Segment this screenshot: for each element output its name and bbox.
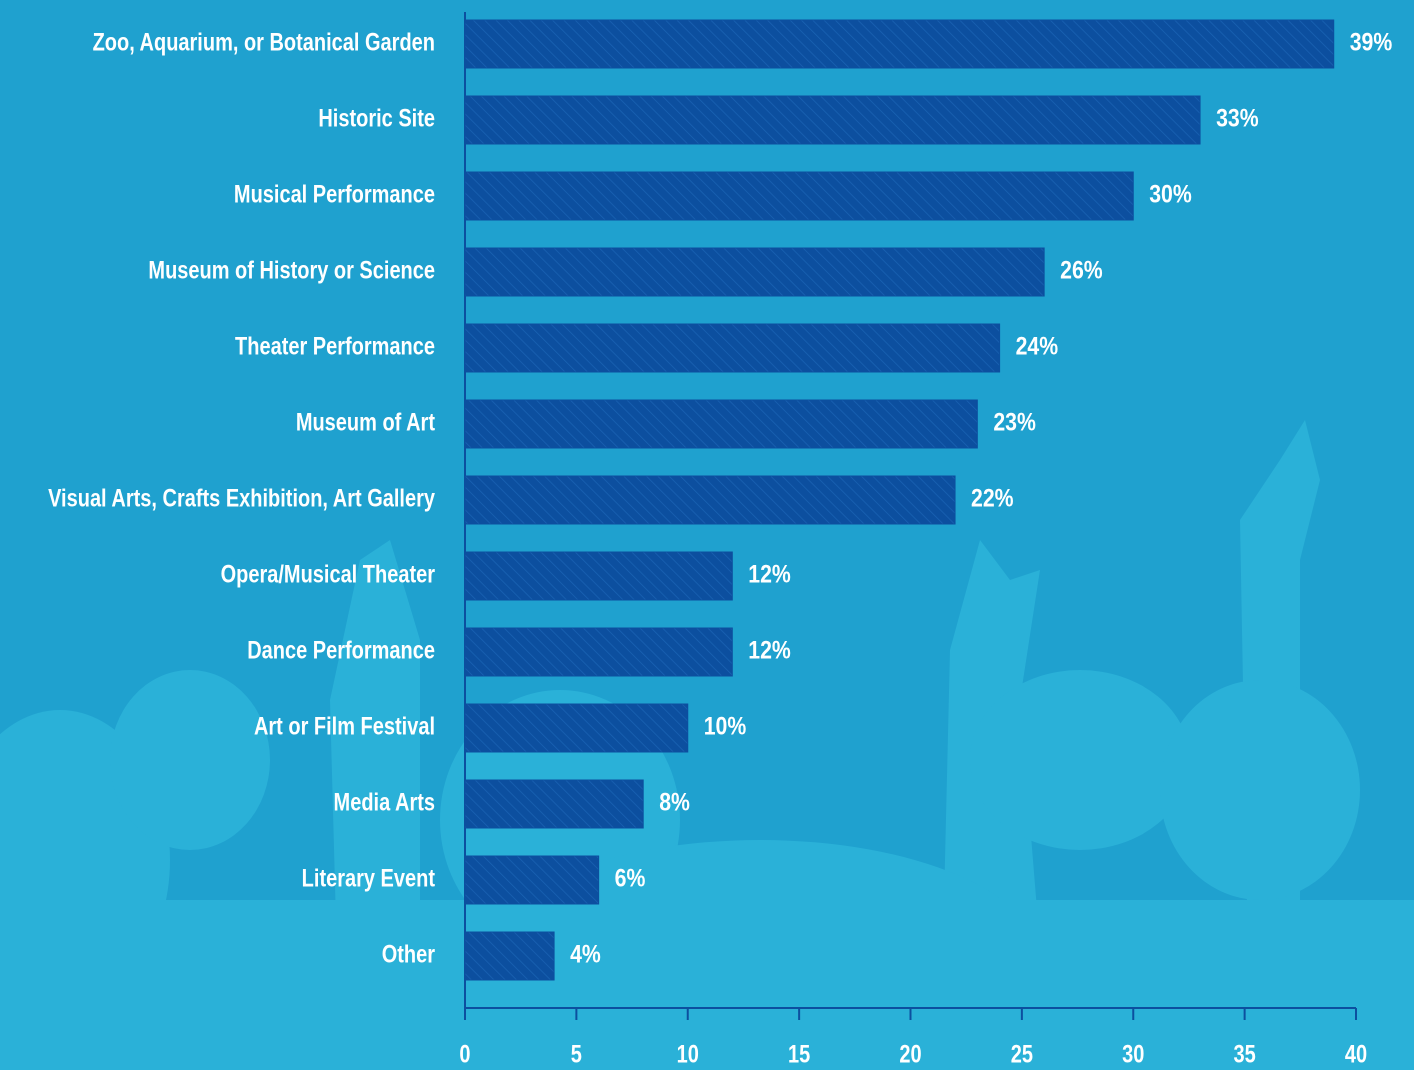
category-group: Museum of History or Science (148, 257, 435, 285)
value-label: 12% (748, 636, 791, 664)
category-label: Zoo, Aquarium, or Botanical Garden (93, 29, 435, 57)
value-label: 26% (1060, 256, 1103, 284)
x-tick-label: 0 (459, 1041, 470, 1069)
value-label: 23% (993, 408, 1036, 436)
value-label: 33% (1216, 104, 1259, 132)
category-group: Theater Performance (235, 333, 435, 361)
x-tick-group: 5 (571, 1041, 582, 1069)
bar (465, 704, 688, 752)
x-tick-group: 35 (1234, 1041, 1256, 1069)
x-tick-label: 20 (899, 1041, 921, 1069)
category-label: Media Arts (334, 789, 435, 817)
value-label: 8% (659, 788, 690, 816)
x-tick-label: 35 (1234, 1041, 1256, 1069)
category-group: Literary Event (302, 865, 436, 893)
value-label-group: 6% (615, 864, 646, 892)
value-label-group: 22% (971, 484, 1014, 512)
bar (465, 476, 955, 524)
category-group: Media Arts (334, 789, 435, 817)
category-label: Museum of History or Science (148, 257, 435, 285)
x-tick-group: 0 (459, 1041, 470, 1069)
category-group: Museum of Art (296, 409, 436, 437)
value-label: 30% (1149, 180, 1192, 208)
value-label: 4% (570, 940, 601, 968)
bar (465, 628, 732, 676)
x-tick-label: 15 (788, 1041, 810, 1069)
value-label-group: 24% (1016, 332, 1059, 360)
value-label-group: 8% (659, 788, 690, 816)
x-tick-group: 10 (677, 1041, 699, 1069)
x-tick-label: 30 (1122, 1041, 1144, 1069)
value-label-group: 4% (570, 940, 601, 968)
category-label: Other (382, 941, 435, 969)
category-group: Musical Performance (234, 181, 435, 209)
category-label: Literary Event (302, 865, 436, 893)
bar (465, 780, 643, 828)
bar (465, 932, 554, 980)
category-label: Visual Arts, Crafts Exhibition, Art Gall… (48, 485, 435, 513)
x-tick-group: 30 (1122, 1041, 1144, 1069)
category-group: Opera/Musical Theater (221, 561, 436, 589)
category-label: Musical Performance (234, 181, 435, 209)
value-label-group: 26% (1060, 256, 1103, 284)
bar (465, 552, 732, 600)
x-tick-group: 25 (1011, 1041, 1033, 1069)
value-label: 6% (615, 864, 646, 892)
bar (465, 400, 977, 448)
x-tick-group: 15 (788, 1041, 810, 1069)
x-tick-group: 40 (1345, 1041, 1367, 1069)
value-label: 12% (748, 560, 791, 588)
category-label: Museum of Art (296, 409, 436, 437)
value-label-group: 30% (1149, 180, 1192, 208)
value-label-group: 12% (748, 560, 791, 588)
category-group: Dance Performance (247, 637, 435, 665)
bar (465, 172, 1133, 220)
category-label: Opera/Musical Theater (221, 561, 436, 589)
value-label: 24% (1016, 332, 1059, 360)
x-tick-label: 25 (1011, 1041, 1033, 1069)
category-label: Art or Film Festival (254, 713, 435, 741)
x-tick-label: 5 (571, 1041, 582, 1069)
value-label: 10% (704, 712, 747, 740)
value-label-group: 10% (704, 712, 747, 740)
bar (465, 324, 1000, 372)
category-label: Historic Site (318, 105, 435, 133)
x-tick-label: 40 (1345, 1041, 1367, 1069)
category-group: Art or Film Festival (254, 713, 435, 741)
bar (465, 96, 1200, 144)
value-label-group: 12% (748, 636, 791, 664)
category-group: Other (382, 941, 435, 969)
category-group: Zoo, Aquarium, or Botanical Garden (93, 29, 435, 57)
category-group: Visual Arts, Crafts Exhibition, Art Gall… (48, 485, 435, 513)
category-label: Theater Performance (235, 333, 435, 361)
category-label: Dance Performance (247, 637, 435, 665)
value-label-group: 23% (993, 408, 1036, 436)
chart: 0 5 10 15 20 25 30 35 40 Zoo, Aquarium, or Botani… (0, 0, 1414, 1070)
value-label: 22% (971, 484, 1014, 512)
value-label: 39% (1350, 28, 1393, 56)
x-tick-group: 20 (899, 1041, 921, 1069)
page: 0 5 10 15 20 25 30 35 40 Zoo, Aquarium, or Botani… (0, 0, 1414, 1070)
bar (465, 20, 1334, 68)
x-tick-label: 10 (677, 1041, 699, 1069)
value-label-group: 39% (1350, 28, 1393, 56)
bar (465, 248, 1044, 296)
value-label-group: 33% (1216, 104, 1259, 132)
bar (465, 856, 599, 904)
category-group: Historic Site (318, 105, 435, 133)
